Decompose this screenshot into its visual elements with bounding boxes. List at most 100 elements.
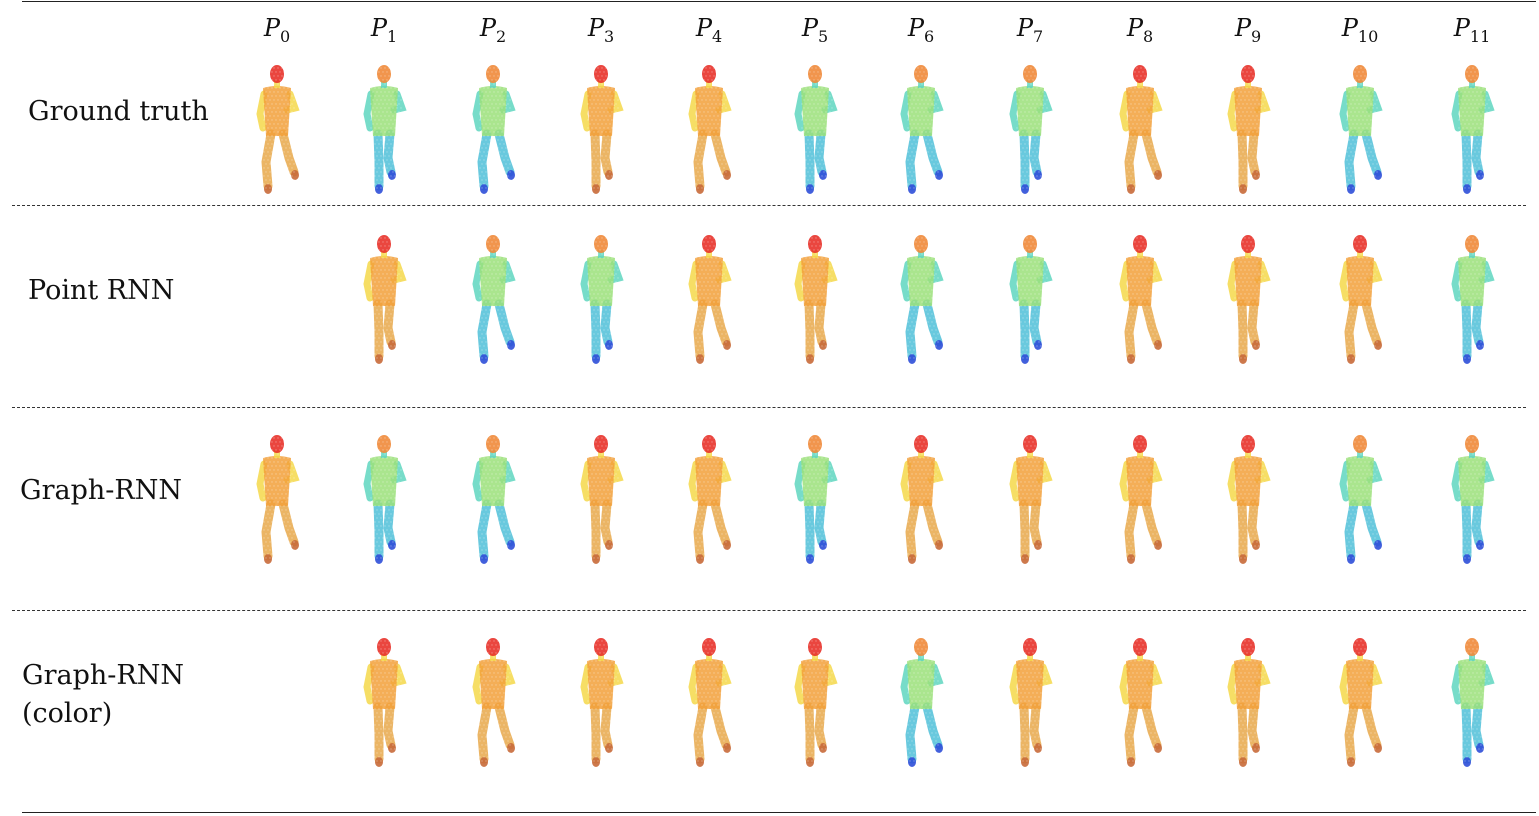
column-header-p1: P1: [370, 14, 398, 46]
frame-ground-truth-p6: [876, 62, 966, 202]
running-person-point-cloud-icon: [1339, 435, 1383, 564]
frame-graph-rnn-p6: [876, 432, 966, 572]
frame-point-rnn-p8: [1095, 232, 1185, 372]
running-person-point-cloud-icon: [794, 65, 838, 194]
frame-point-rnn-p9: [1203, 232, 1293, 372]
frame-graph-rnn-p3: [556, 432, 646, 572]
running-person-point-cloud-icon: [1119, 435, 1163, 564]
running-person-point-cloud-icon: [1339, 65, 1383, 194]
running-person-point-cloud-icon: [1451, 638, 1495, 767]
running-person-point-cloud-icon: [1339, 638, 1383, 767]
frame-graph-rnn-color-p10: [1315, 635, 1405, 775]
running-person-point-cloud-icon: [472, 638, 516, 767]
running-person-point-cloud-icon: [794, 235, 838, 364]
running-person-point-cloud-icon: [1227, 235, 1271, 364]
column-header-p5: P5: [801, 14, 829, 46]
running-person-point-cloud-icon: [256, 65, 300, 194]
frame-ground-truth-p0: [232, 62, 322, 202]
frame-ground-truth-p2: [448, 62, 538, 202]
frame-ground-truth-p7: [985, 62, 1075, 202]
running-person-point-cloud-icon: [363, 638, 407, 767]
running-person-point-cloud-icon: [580, 235, 624, 364]
frame-graph-rnn-color-p4: [664, 635, 754, 775]
row-label-graph-rnn: Graph-RNN: [20, 475, 182, 506]
row-divider-2: [12, 407, 1526, 408]
frame-ground-truth-p8: [1095, 62, 1185, 202]
frame-graph-rnn-p2: [448, 432, 538, 572]
frame-point-rnn-p6: [876, 232, 966, 372]
frame-graph-rnn-p1: [339, 432, 429, 572]
frame-graph-rnn-p4: [664, 432, 754, 572]
frame-point-rnn-p3: [556, 232, 646, 372]
running-person-point-cloud-icon: [900, 435, 944, 564]
frame-graph-rnn-color-p9: [1203, 635, 1293, 775]
row-divider-3: [12, 610, 1526, 611]
column-header-p11: P11: [1453, 14, 1491, 46]
column-header-p3: P3: [587, 14, 615, 46]
running-person-point-cloud-icon: [580, 638, 624, 767]
running-person-point-cloud-icon: [1119, 235, 1163, 364]
running-person-point-cloud-icon: [580, 435, 624, 564]
running-person-point-cloud-icon: [794, 638, 838, 767]
running-person-point-cloud-icon: [363, 435, 407, 564]
running-person-point-cloud-icon: [472, 435, 516, 564]
frame-graph-rnn-p8: [1095, 432, 1185, 572]
running-person-point-cloud-icon: [1339, 235, 1383, 364]
column-header-p6: P6: [907, 14, 935, 46]
frame-graph-rnn-color-p8: [1095, 635, 1185, 775]
row-label-point-rnn: Point RNN: [28, 275, 175, 306]
column-header-p8: P8: [1126, 14, 1154, 46]
frame-ground-truth-p4: [664, 62, 754, 202]
column-header-p10: P10: [1341, 14, 1379, 46]
running-person-point-cloud-icon: [688, 235, 732, 364]
running-person-point-cloud-icon: [1451, 65, 1495, 194]
running-person-point-cloud-icon: [1119, 638, 1163, 767]
column-header-p4: P4: [695, 14, 723, 46]
running-person-point-cloud-icon: [363, 65, 407, 194]
frame-graph-rnn-p9: [1203, 432, 1293, 572]
running-person-point-cloud-icon: [1009, 435, 1053, 564]
running-person-point-cloud-icon: [1009, 65, 1053, 194]
frame-point-rnn-p10: [1315, 232, 1405, 372]
frame-graph-rnn-p0: [232, 432, 322, 572]
running-person-point-cloud-icon: [1451, 435, 1495, 564]
frame-point-rnn-p11: [1427, 232, 1517, 372]
frame-point-rnn-p4: [664, 232, 754, 372]
frame-ground-truth-p1: [339, 62, 429, 202]
running-person-point-cloud-icon: [580, 65, 624, 194]
running-person-point-cloud-icon: [688, 435, 732, 564]
running-person-point-cloud-icon: [900, 235, 944, 364]
frame-graph-rnn-color-p1: [339, 635, 429, 775]
frame-graph-rnn-p10: [1315, 432, 1405, 572]
running-person-point-cloud-icon: [256, 435, 300, 564]
frame-point-rnn-p2: [448, 232, 538, 372]
running-person-point-cloud-icon: [900, 638, 944, 767]
frame-graph-rnn-color-p5: [770, 635, 860, 775]
frame-point-rnn-p1: [339, 232, 429, 372]
bottom-rule: [22, 812, 1536, 813]
frame-point-rnn-p5: [770, 232, 860, 372]
column-header-p2: P2: [479, 14, 507, 46]
row-label-ground-truth: Ground truth: [28, 96, 209, 127]
running-person-point-cloud-icon: [1009, 638, 1053, 767]
frame-ground-truth-p3: [556, 62, 646, 202]
running-person-point-cloud-icon: [1227, 65, 1271, 194]
frame-graph-rnn-color-p2: [448, 635, 538, 775]
frame-graph-rnn-p7: [985, 432, 1075, 572]
column-header-p7: P7: [1016, 14, 1044, 46]
frame-graph-rnn-p11: [1427, 432, 1517, 572]
running-person-point-cloud-icon: [472, 235, 516, 364]
frame-ground-truth-p11: [1427, 62, 1517, 202]
frame-ground-truth-p9: [1203, 62, 1293, 202]
top-rule: [22, 1, 1536, 2]
running-person-point-cloud-icon: [472, 65, 516, 194]
running-person-point-cloud-icon: [1227, 638, 1271, 767]
frame-ground-truth-p10: [1315, 62, 1405, 202]
row-divider-1: [12, 205, 1526, 206]
running-person-point-cloud-icon: [688, 65, 732, 194]
running-person-point-cloud-icon: [1009, 235, 1053, 364]
row-label-graph-rnn-color: Graph-RNN (color): [22, 660, 184, 729]
running-person-point-cloud-icon: [794, 435, 838, 564]
frame-ground-truth-p5: [770, 62, 860, 202]
